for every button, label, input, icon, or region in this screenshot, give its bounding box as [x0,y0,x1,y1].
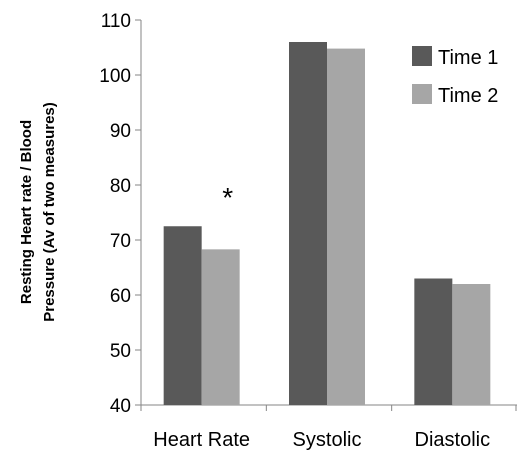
y-tick-label: 100 [99,66,131,87]
annotations: * [222,182,233,213]
y-tick-label: 50 [110,341,131,362]
x-category-label: Diastolic [415,429,491,451]
legend: Time 1 Time 2 [412,46,498,107]
bar-time-2-systolic [327,48,365,405]
y-tick-label: 70 [110,231,131,252]
bars [163,42,491,405]
y-axis-label: Resting Heart rate / Blood Pressure (Av o… [18,102,58,322]
y-tick-label: 80 [110,176,131,197]
y-tick-label: 110 [101,11,131,32]
legend-swatch [412,84,432,104]
x-category-label: Systolic [293,429,362,451]
x-axis: Heart Rate Systolic Diastolic [140,404,517,451]
y-axis-label-line: Pressure (Av of two measures) [41,102,58,322]
legend-label: Time 1 [438,47,498,69]
y-tick-label: 60 [110,286,131,307]
bar-time-1-diastolic [414,278,453,405]
bar-time-2-heart-rate [201,249,240,405]
legend-swatch [412,46,432,66]
legend-label: Time 2 [438,85,498,107]
significance-asterisk: * [222,182,233,213]
bar-time-1-systolic [289,42,327,405]
y-tick-label: 90 [110,121,131,142]
bar-time-2-diastolic [452,284,491,405]
x-category-label: Heart Rate [153,429,250,451]
bar-time-1-heart-rate [163,226,202,405]
y-axis: 40 50 60 70 80 90 100 110 [99,11,142,417]
y-axis-label-line: Resting Heart rate / Blood [18,120,35,304]
y-tick-label: 40 [110,396,131,417]
